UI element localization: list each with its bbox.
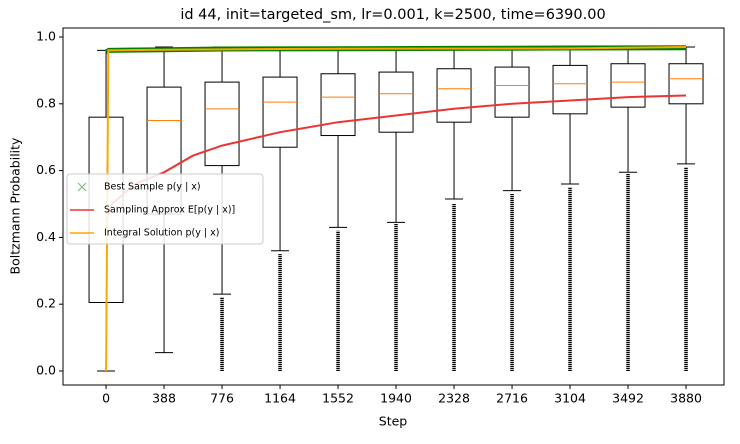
x-tick-label: 2716 — [496, 391, 528, 406]
box — [436, 68, 472, 123]
x-tick-label: 0 — [102, 391, 110, 406]
box — [610, 63, 646, 108]
box — [262, 76, 298, 148]
plot-frame — [62, 27, 725, 386]
x-tick-label: 388 — [152, 391, 176, 406]
x-tick-label: 3880 — [670, 391, 702, 406]
y-tick-label: 0.4 — [36, 229, 56, 244]
x-axis-label: Step — [379, 414, 408, 429]
x-tick-label: 3104 — [554, 391, 586, 406]
legend-label: Integral Solution p(y | x) — [104, 228, 219, 239]
box — [668, 63, 704, 105]
legend-box — [66, 173, 264, 245]
box — [320, 73, 356, 137]
y-tick-label: 0.8 — [36, 95, 56, 110]
y-tick-label: 1.0 — [36, 29, 56, 44]
legend-label: Best Sample p(y | x) — [104, 182, 201, 193]
chart-title: id 44, init=targeted_sm, lr=0.001, k=250… — [180, 7, 605, 23]
box — [494, 66, 530, 118]
legend-marker — [77, 182, 87, 192]
box — [378, 71, 414, 133]
legend: Best Sample p(y | x) Sampling Approx E[p(… — [66, 173, 264, 245]
y-tick-label: 0.6 — [36, 162, 56, 177]
box — [552, 64, 588, 115]
x-tick-label: 776 — [210, 391, 234, 406]
box — [204, 81, 240, 167]
y-tick-label: 0.0 — [36, 362, 56, 377]
series-line — [105, 46, 687, 372]
x-tick-label: 1164 — [264, 391, 296, 406]
y-tick-label: 0.2 — [36, 296, 56, 311]
x-tick-label: 1552 — [322, 391, 354, 406]
x-tick-label: 1940 — [380, 391, 412, 406]
x-tick-label: 3492 — [612, 391, 644, 406]
y-axis-label: Boltzmann Probability — [8, 137, 23, 274]
legend-label: Sampling Approx E[p(y | x)] — [104, 205, 235, 216]
x-tick-label: 2328 — [438, 391, 470, 406]
